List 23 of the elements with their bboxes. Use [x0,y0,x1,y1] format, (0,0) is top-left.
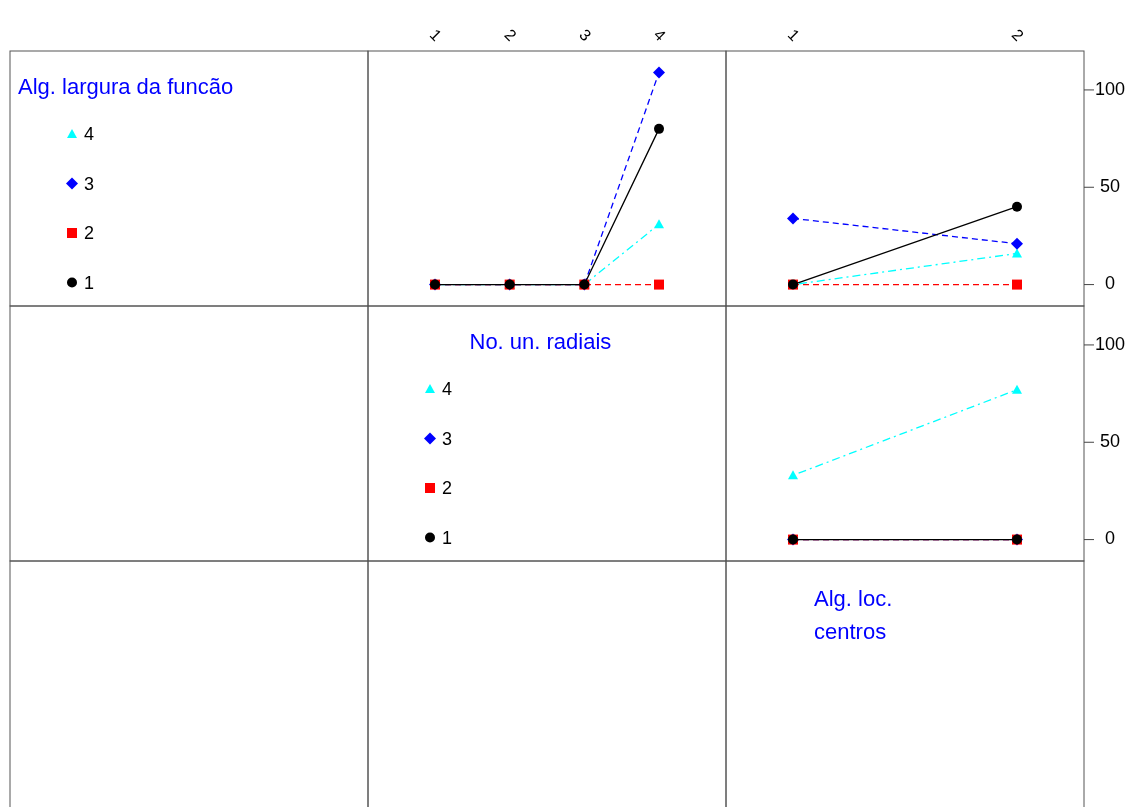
legend-label: 2 [84,223,95,243]
x-tick-label: 3 [576,25,595,45]
x-tick-label: 2 [501,25,520,45]
legend-title: Alg. largura da funcão [18,74,234,99]
y-tick-label: 100 [1094,78,1126,99]
legend-label: 1 [442,527,453,548]
y-tick-label: 0 [1104,528,1116,549]
y-tick-label: 0 [1104,273,1116,294]
legend-label: 3 [84,173,95,194]
x-tick-label: 1 [426,25,446,45]
legend-title: No. un. radiais [469,329,612,354]
x-tick-label: 4 [650,25,670,45]
legend-label: 2 [442,478,453,498]
x-tick-label: 2 [1008,25,1028,45]
legend-label: 1 [84,272,95,293]
y-tick-label: 50 [1099,431,1121,452]
legend-label: 3 [442,428,453,449]
y-tick-label: 100 [1094,333,1126,354]
legend-label: 4 [442,379,453,399]
legend-label: 4 [84,124,95,144]
y-tick-label: 50 [1099,176,1121,197]
text: Alg. loc. centros [814,586,893,644]
x-tick-label: 1 [784,25,804,45]
